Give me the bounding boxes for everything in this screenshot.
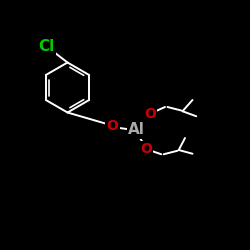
Text: O: O: [140, 142, 152, 156]
Text: O: O: [144, 107, 156, 121]
Text: O: O: [106, 119, 118, 133]
Text: Al: Al: [128, 122, 145, 138]
Text: Cl: Cl: [38, 39, 54, 54]
